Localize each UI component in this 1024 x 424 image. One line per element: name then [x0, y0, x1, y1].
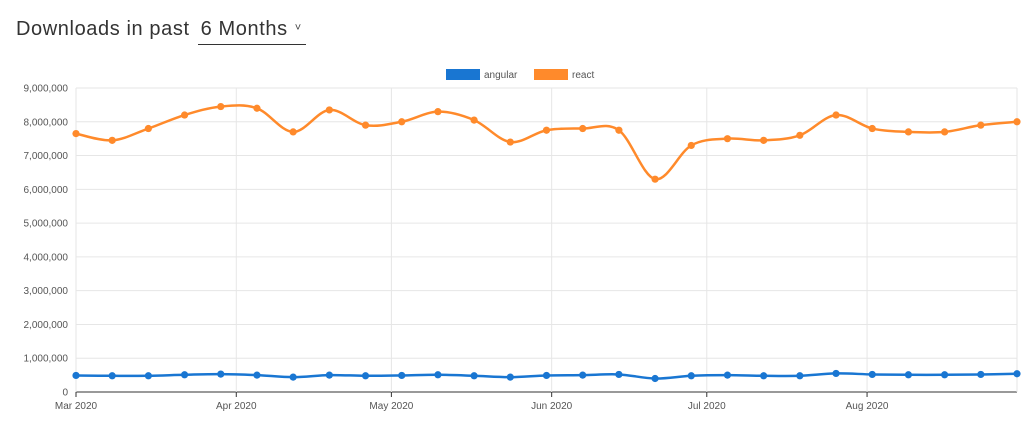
angular-point [217, 370, 225, 378]
y-tick-label: 1,000,000 [24, 354, 69, 365]
angular-point [144, 372, 152, 380]
y-tick-label: 2,000,000 [24, 320, 69, 331]
react-point [832, 111, 840, 119]
react-point [723, 135, 732, 143]
angular-point [723, 371, 732, 379]
react-point [542, 126, 551, 134]
react-point [253, 104, 261, 112]
period-dropdown[interactable]: 6 Months ˅ [197, 18, 306, 45]
react-point [615, 126, 623, 134]
downloads-header: Downloads in past 6 Months ˅ [16, 18, 306, 45]
angular-point [180, 371, 189, 379]
react-point [796, 131, 804, 139]
angular-point [289, 373, 297, 381]
angular-point [72, 371, 80, 380]
angular-point [1013, 370, 1021, 378]
chart-legend: angular react [446, 69, 594, 81]
x-tick-label: Jul 2020 [688, 401, 726, 412]
legend-swatch-angular [446, 69, 480, 80]
angular-point [651, 374, 659, 383]
legend-label-angular: angular [484, 70, 518, 81]
chart-series [72, 102, 1021, 383]
series-react [72, 102, 1021, 183]
react-point [108, 136, 116, 144]
react-point [289, 128, 297, 136]
legend-swatch-react [534, 69, 568, 80]
react-point [687, 141, 695, 150]
react-point [941, 128, 949, 136]
y-tick-label: 8,000,000 [24, 117, 69, 128]
chart-grid [75, 87, 1018, 393]
y-tick-label: 7,000,000 [24, 151, 69, 162]
x-tick-label: May 2020 [369, 401, 413, 412]
x-tick-label: Jun 2020 [531, 401, 573, 412]
angular-point [868, 370, 876, 379]
react-point [1013, 118, 1021, 126]
react-point [361, 121, 370, 129]
angular-point [253, 371, 261, 379]
react-point [398, 118, 406, 126]
react-point [144, 124, 152, 133]
y-tick-label: 6,000,000 [24, 185, 69, 196]
react-point [868, 124, 876, 133]
y-tick-label: 4,000,000 [24, 252, 69, 263]
angular-point [434, 371, 442, 379]
angular-point [687, 372, 695, 380]
y-tick-label: 9,000,000 [24, 84, 69, 95]
angular-point [796, 372, 804, 380]
react-point [217, 102, 225, 111]
angular-point [542, 371, 551, 380]
x-tick-label: Aug 2020 [846, 401, 889, 412]
react-point [72, 130, 80, 138]
react-line [75, 104, 1018, 181]
angular-point [977, 370, 985, 379]
react-point [904, 128, 913, 136]
series-angular [72, 369, 1021, 383]
angular-point [615, 370, 623, 379]
angular-point [941, 371, 949, 379]
react-point [977, 121, 985, 129]
react-point [579, 124, 587, 133]
period-value: 6 Months [200, 18, 288, 40]
y-tick-label: 3,000,000 [24, 286, 69, 297]
react-point [434, 108, 442, 116]
downloads-period-label: Downloads in past [16, 18, 190, 40]
y-tick-label: 5,000,000 [24, 219, 69, 230]
chevron-down-icon: ˅ [294, 21, 302, 34]
angular-point [325, 371, 333, 379]
x-tick-label: Apr 2020 [216, 401, 257, 412]
react-point [180, 111, 189, 119]
angular-point [361, 372, 370, 380]
angular-point [470, 372, 478, 380]
react-point [470, 116, 478, 124]
react-point [760, 136, 768, 144]
angular-point [579, 371, 587, 379]
angular-point [108, 372, 116, 380]
react-point [325, 106, 333, 114]
legend-label-react: react [572, 70, 594, 81]
y-tick-label: 0 [62, 388, 68, 399]
angular-point [832, 369, 840, 378]
angular-point [398, 371, 406, 380]
react-point [506, 138, 514, 146]
angular-point [506, 373, 514, 381]
react-point [651, 175, 659, 183]
angular-point [904, 371, 913, 379]
chart-axes: 0 1,000,000 2,000,000 3,000,000 4,000,000 5,0… [24, 84, 889, 413]
angular-point [760, 372, 768, 380]
x-tick-label: Mar 2020 [55, 401, 98, 412]
